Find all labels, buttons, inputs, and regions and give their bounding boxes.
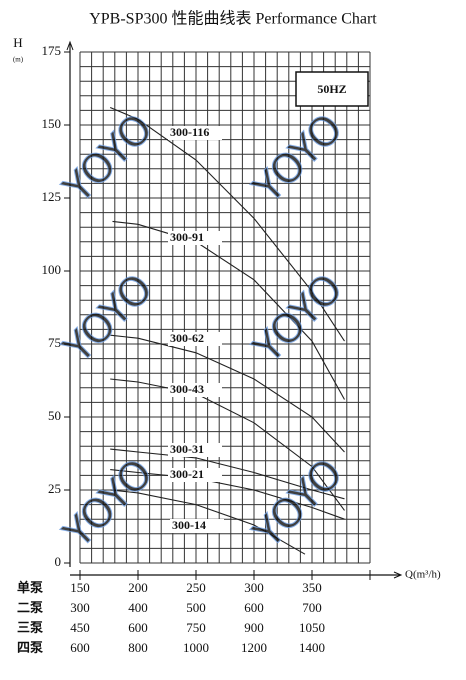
curve <box>112 220 345 400</box>
curve-label-bg <box>168 443 222 457</box>
curve <box>110 448 345 500</box>
table-cell: 600 <box>70 640 90 655</box>
row-label: 三泵 <box>17 620 43 635</box>
table-cell: 800 <box>128 640 148 655</box>
table-cell: 300 <box>70 600 90 615</box>
curve-label-bg <box>170 519 224 533</box>
y-tick-label: 0 <box>55 554 62 569</box>
curve-label-bg <box>168 332 222 346</box>
chart-title: YPB-SP300 性能曲线表 Performance Chart <box>89 10 377 28</box>
curve <box>110 469 345 520</box>
curve-label-bg <box>168 126 222 140</box>
curve-label: 300-21 <box>170 467 204 481</box>
watermark: YOYO <box>244 450 352 558</box>
table-cell: 600 <box>128 620 148 635</box>
table-cell: 1050 <box>299 620 325 635</box>
curve-label-bg <box>168 468 222 482</box>
curve <box>109 106 345 342</box>
curve <box>110 378 345 511</box>
y-tick-label: 100 <box>42 262 62 277</box>
annotation: 50HZ <box>317 82 346 96</box>
table-cell: 900 <box>244 620 264 635</box>
curve-label: 300-14 <box>172 518 206 532</box>
table-cell: 1000 <box>183 640 209 655</box>
y-tick-label: 175 <box>42 43 62 58</box>
y-tick-label: 150 <box>42 116 62 131</box>
curve-label: 300-62 <box>170 331 204 345</box>
x-tick-label: 150 <box>70 580 90 595</box>
table-cell: 450 <box>70 620 90 635</box>
x-tick-label: 200 <box>128 580 148 595</box>
x-axis-label: Q(m³/h) <box>405 569 441 581</box>
x-tick-label: 300 <box>244 580 264 595</box>
y-axis-unit: (m) <box>13 56 24 64</box>
watermark: YOYO <box>244 265 352 373</box>
table-cell: 500 <box>186 600 206 615</box>
curve-label-bg <box>168 383 222 397</box>
y-tick-label: 125 <box>42 189 62 204</box>
annotation-box <box>295 71 369 107</box>
row-label: 四泵 <box>17 640 43 655</box>
y-tick-label: 25 <box>48 481 61 496</box>
watermark: YOYO <box>244 105 352 213</box>
curve-label: 300-43 <box>170 382 204 396</box>
table-cell: 400 <box>128 600 148 615</box>
table-cell: 750 <box>186 620 206 635</box>
y-axis-label: H <box>13 35 22 50</box>
y-axis-arrow <box>66 40 74 51</box>
y-tick-label: 75 <box>48 335 61 350</box>
table-cell: 700 <box>302 600 322 615</box>
row-label: 二泵 <box>17 600 43 615</box>
x-axis-arrow <box>393 571 403 579</box>
table-cell: 1200 <box>241 640 267 655</box>
curve-label: 300-116 <box>170 125 209 139</box>
row-label: 单泵 <box>17 580 43 595</box>
curve <box>110 334 345 453</box>
curve <box>110 489 306 555</box>
x-tick-label: 250 <box>186 580 206 595</box>
curve-label: 300-91 <box>170 230 204 244</box>
y-tick-label: 50 <box>48 408 61 423</box>
x-tick-label: 350 <box>302 580 322 595</box>
curve-label: 300-31 <box>170 442 204 456</box>
table-cell: 600 <box>244 600 264 615</box>
table-cell: 1400 <box>299 640 325 655</box>
curve-label-bg <box>168 231 222 245</box>
